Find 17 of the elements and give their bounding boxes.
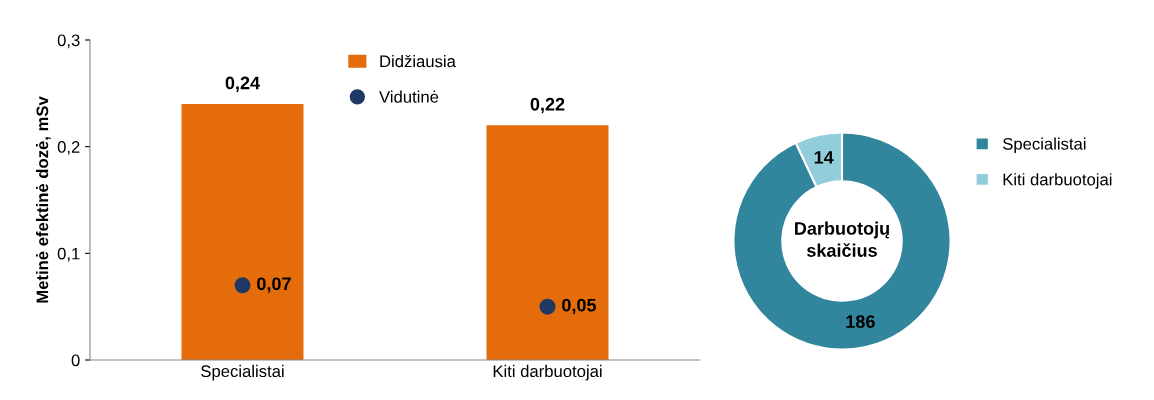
- data-label: 14: [814, 151, 834, 164]
- y-tick-label: 0,3: [57, 34, 80, 49]
- data-label: 0,05: [562, 298, 597, 315]
- donut-slice: [732, 131, 952, 351]
- data-label: 186: [846, 315, 875, 328]
- y-tick-label: 0: [71, 354, 80, 367]
- legend-label: Vidutinė: [379, 90, 439, 103]
- legend-label: Specialistai: [1002, 137, 1086, 154]
- text: Darbuotojų skaičius: [795, 221, 889, 257]
- legend-label: Didžiausia: [380, 54, 456, 68]
- data-label: 0,22: [530, 97, 565, 114]
- y-tick-label: 0,2: [57, 141, 80, 155]
- legend-label: Kiti darbuotojai: [1003, 173, 1112, 189]
- y-axis-title: Metinė efektinė dozė, mSv: [36, 96, 51, 303]
- data-label: 0,24: [225, 76, 260, 92]
- y-tick-label: 0,1: [57, 247, 80, 262]
- data-label: 0,07: [257, 277, 291, 293]
